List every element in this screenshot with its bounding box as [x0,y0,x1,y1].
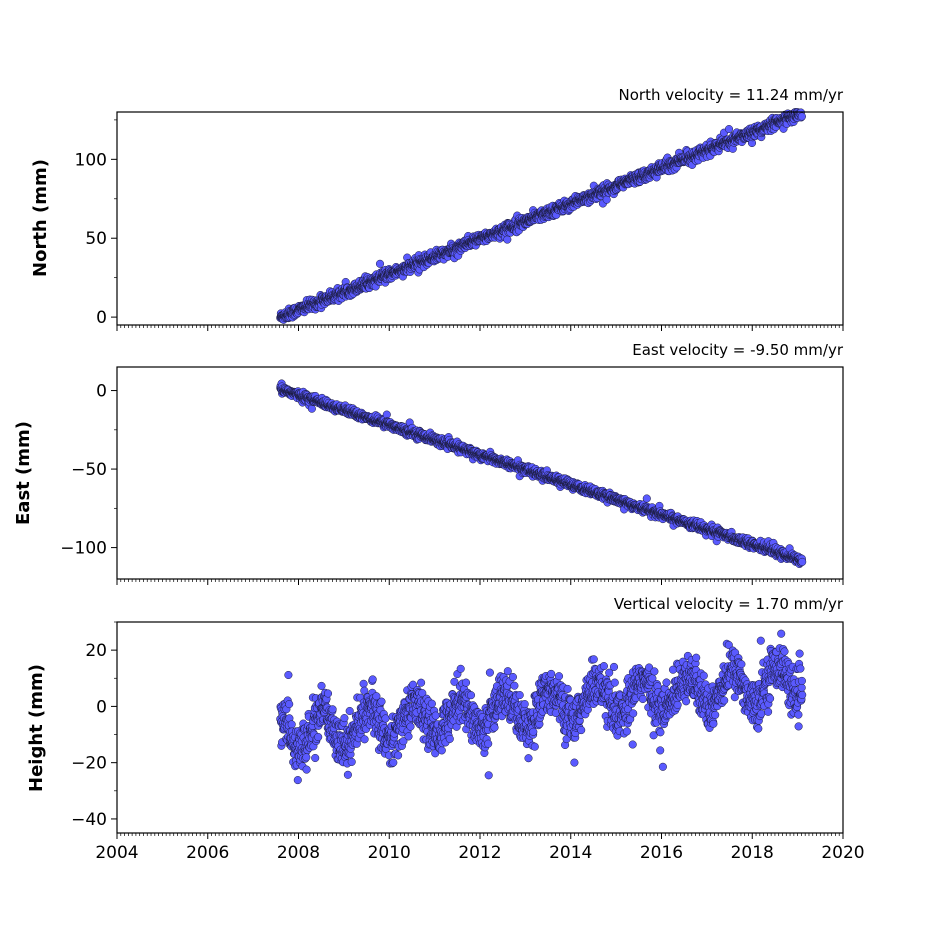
east-panel-title: East velocity = -9.50 mm/yr [632,341,844,359]
north-y-ticks: 0 50 100 [75,119,117,328]
height-point [377,697,386,706]
north-y-tick-label: 50 [85,229,107,249]
north-panel: North velocity = 11.24 mm/yr North (mm) … [30,86,844,331]
height-panel-title: Vertical velocity = 1.70 mm/yr [614,595,844,613]
east-x-ticks [116,579,844,585]
height-point [343,770,352,779]
height-point [293,776,302,785]
north-point [797,112,806,121]
height-point [340,714,349,723]
north-points [276,108,806,324]
north-panel-title: North velocity = 11.24 mm/yr [619,86,844,104]
height-point [368,675,377,684]
height-points [276,629,807,785]
height-point [347,757,356,766]
east-points [276,379,807,569]
north-point [602,195,611,204]
height-point [317,681,326,690]
east-y-tick-label: −100 [60,539,107,559]
north-x-ticks [116,325,844,331]
height-point [284,670,293,680]
height-point [389,758,398,767]
height-point [359,679,368,688]
north-y-tick-label: 0 [96,308,107,328]
height-point [311,753,320,763]
height-ylabel: Height (mm) [26,664,47,792]
height-point [314,732,323,742]
north-point [375,259,385,268]
height-panel: Vertical velocity = 1.70 mm/yr Height (m… [26,595,865,863]
height-point [328,705,337,714]
height-point [345,706,354,716]
east-panel: East velocity = -9.50 mm/yr East (mm) −1… [13,341,844,585]
height-point [381,714,390,723]
height-point [302,765,311,774]
height-point [360,735,369,744]
east-y-ticks: −100 −50 0 [60,382,117,559]
east-point [798,557,807,566]
north-y-tick-label: 100 [75,150,107,170]
east-y-tick-label: −50 [71,460,107,480]
height-point [287,720,296,729]
height-point [302,753,311,762]
east-point [642,494,651,503]
north-ylabel: North (mm) [30,159,51,277]
east-y-tick-label: 0 [96,382,107,402]
height-point [323,689,333,698]
east-ylabel: East (mm) [13,421,34,525]
height-point [285,700,294,709]
east-point [307,404,316,413]
north-point [503,235,512,244]
east-axes-frame [116,366,844,580]
north-point [724,125,734,134]
